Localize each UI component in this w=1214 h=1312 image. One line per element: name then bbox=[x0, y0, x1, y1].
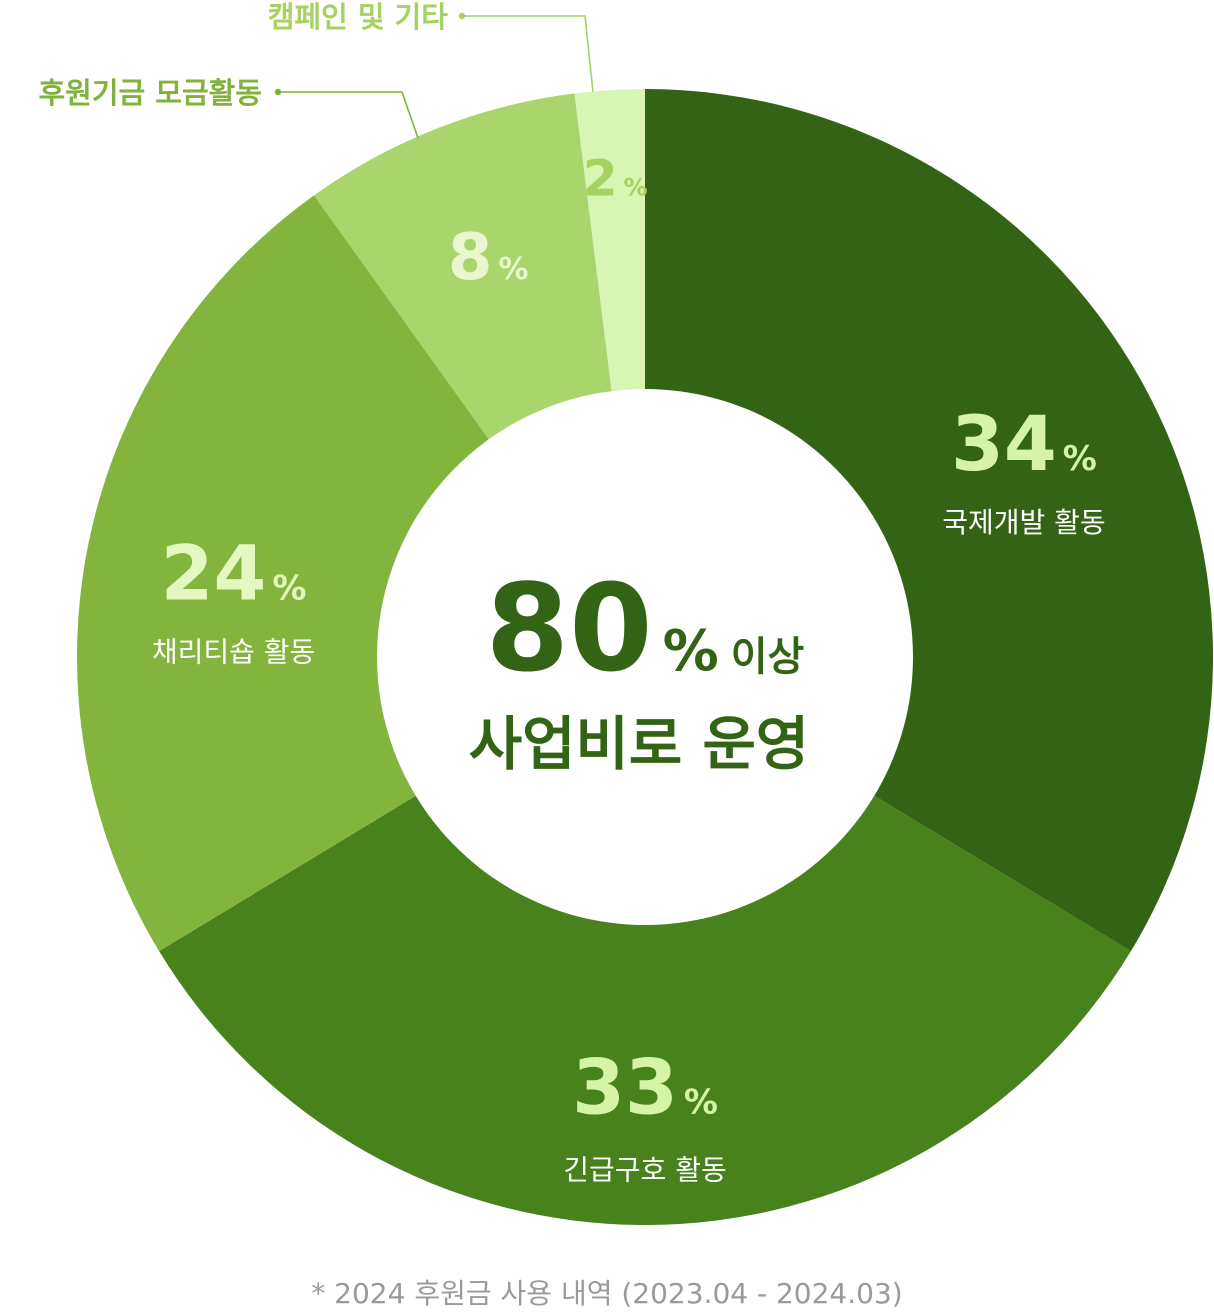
leader-dot-4 bbox=[274, 88, 282, 96]
footnote: * 2024 후원금 사용 내역 (2023.04 - 2024.03) bbox=[311, 1277, 903, 1310]
slice-value-1: 34% bbox=[951, 399, 1097, 488]
slice-value-5: 2% bbox=[583, 149, 648, 207]
slice-2 bbox=[159, 795, 1131, 1225]
slice-4 bbox=[314, 93, 612, 440]
slice-5 bbox=[574, 89, 645, 392]
leader-line-4 bbox=[278, 91, 419, 139]
leader-line-5 bbox=[462, 15, 594, 93]
slice-3 bbox=[76, 195, 489, 952]
slice-label-1: 국제개발 활동 bbox=[942, 506, 1105, 539]
leader-dot-5 bbox=[458, 12, 466, 20]
callout-label-5: 캠페인 및 기타 bbox=[268, 0, 449, 34]
slice-value-2: 33% bbox=[572, 1043, 718, 1132]
callout-label-4: 후원기금 모금활동 bbox=[38, 76, 262, 110]
slice-label-3: 채리티숍 활동 bbox=[152, 635, 315, 668]
slice-value-3: 24% bbox=[161, 528, 307, 617]
center-caption: 사업비로 운영 bbox=[469, 710, 809, 778]
slice-1 bbox=[645, 89, 1214, 952]
slice-label-2: 긴급구호 활동 bbox=[563, 1154, 726, 1187]
center-value: 80% 이상 bbox=[486, 560, 805, 699]
slice-value-4: 8% bbox=[448, 221, 529, 295]
